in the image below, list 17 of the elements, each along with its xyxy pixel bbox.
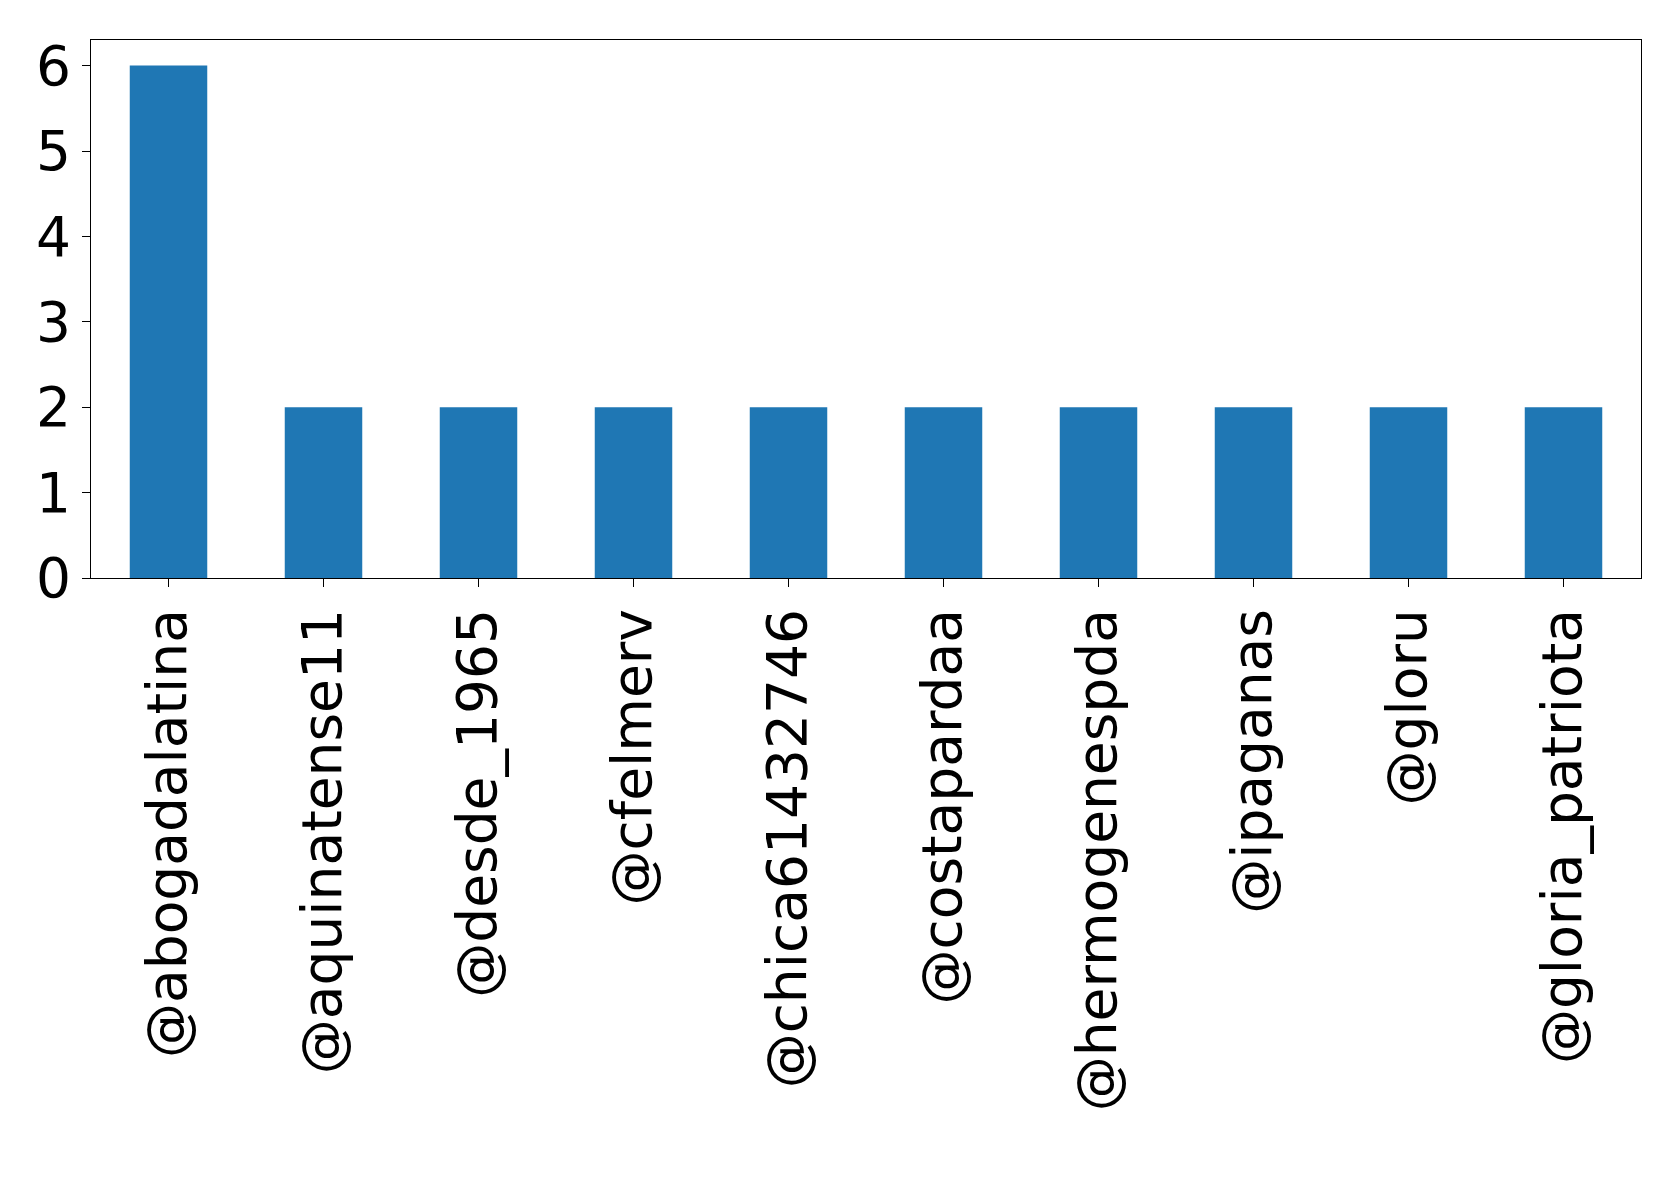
x-tick-label: @gloria_patriota <box>1530 609 1595 1065</box>
y-tick-label: 3 <box>35 290 71 355</box>
y-tick-label: 6 <box>35 33 71 98</box>
y-tick-label: 1 <box>35 460 71 525</box>
x-tick-label: @aquinatense11 <box>290 609 355 1075</box>
y-tick-label: 5 <box>35 119 71 184</box>
y-tick-label: 4 <box>35 204 71 269</box>
x-tick-label: @cfelmerv <box>600 609 665 906</box>
x-tick-label: @ipaganas <box>1220 609 1285 914</box>
y-tick-label: 0 <box>35 546 71 611</box>
x-tick-label: @costapardaa <box>910 609 975 1005</box>
x-tick-label: @chica61432746 <box>755 609 820 1089</box>
x-tick-label: @desde_1965 <box>445 609 510 998</box>
x-tick-label: @gloru <box>1375 609 1440 806</box>
x-tick-label: @hermogenespda <box>1065 609 1130 1112</box>
x-tick-label: @abogadalatina <box>135 609 200 1058</box>
y-tick-label: 2 <box>35 375 71 440</box>
